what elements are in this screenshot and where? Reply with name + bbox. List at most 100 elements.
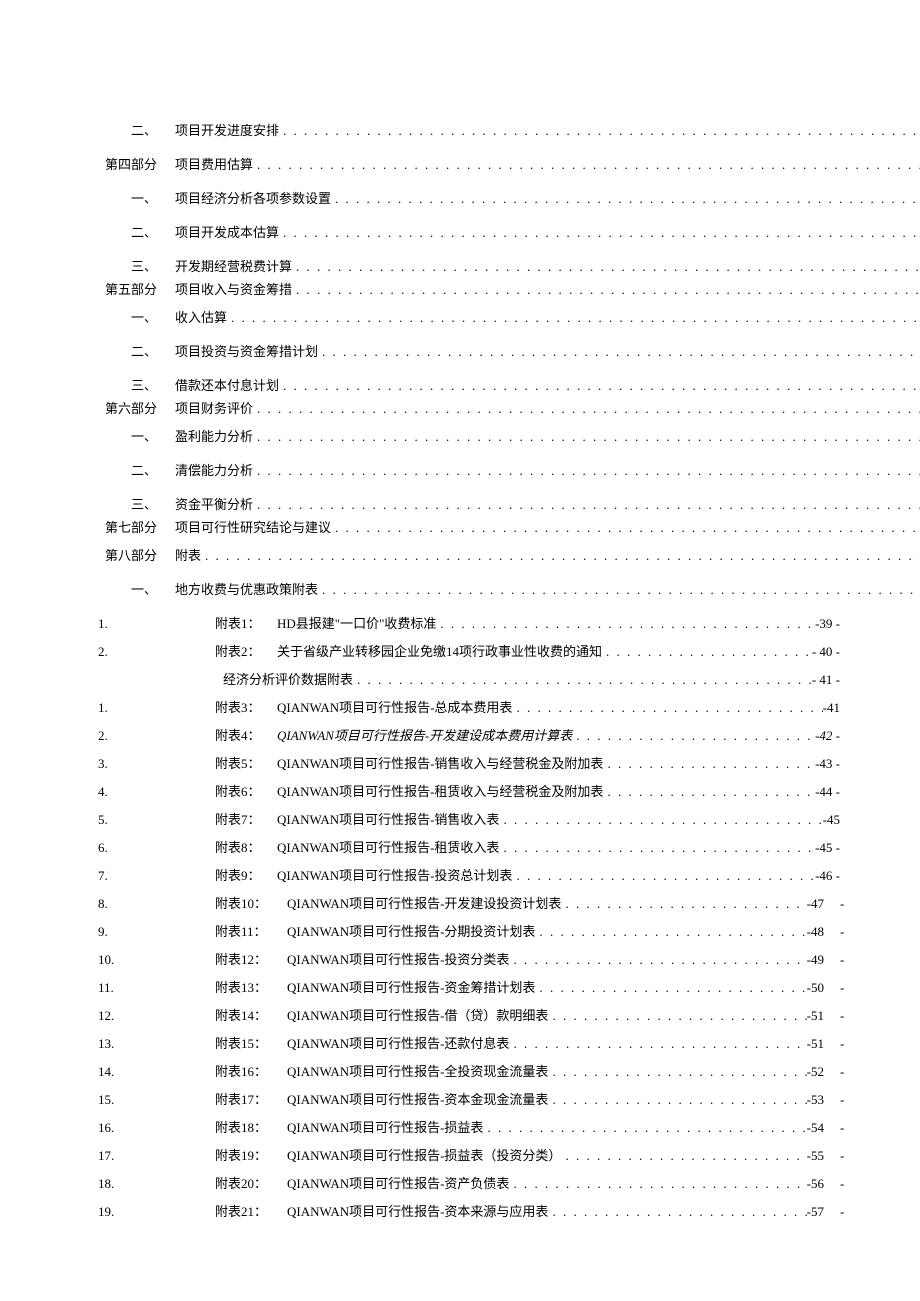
toc-appendix-num: 11. bbox=[80, 980, 215, 996]
toc-title: QIANWAN项目可行性报告-销售收入与经营税金及附加表 bbox=[277, 753, 603, 772]
toc-title: QIANWAN项目可行性报告-还款付息表 bbox=[287, 1033, 509, 1052]
toc-page: -51 bbox=[807, 1036, 824, 1052]
toc-page-dash: - bbox=[824, 1092, 840, 1108]
toc-appendix-row: 3.附表5：QIANWAN项目可行性报告-销售收入与经营税金及附加表. . . … bbox=[80, 753, 840, 772]
toc-title: QIANWAN项目可行性报告-资产负债表 bbox=[287, 1173, 509, 1192]
toc-appendix-row: 14.附表16：QIANWAN项目可行性报告-全投资现金流量表. . . . .… bbox=[80, 1061, 840, 1080]
toc-page-dash: - bbox=[824, 1036, 840, 1052]
toc-leader-dots: . . . . . . . . . . . . . . . . . . . . … bbox=[548, 1092, 806, 1108]
toc-leader-dots: . . . . . . . . . . . . . . . . . . . . … bbox=[548, 1008, 806, 1024]
toc-title: QIANWAN项目可行性报告-损益表（投资分类） bbox=[287, 1145, 561, 1164]
toc-label: 第八部分 bbox=[80, 545, 175, 564]
toc-appendix-prefix: 附表19： bbox=[215, 1145, 287, 1164]
toc-page: -57 bbox=[807, 1204, 824, 1220]
toc-title: QIANWAN项目可行性报告-投资总计划表 bbox=[277, 865, 512, 884]
toc-title: 项目可行性研究结论与建议 bbox=[175, 517, 331, 536]
toc-content-col: 项目投资与资金筹措计划. . . . . . . . . . . . . . .… bbox=[175, 341, 920, 360]
toc-appendix-num: 12. bbox=[80, 1008, 215, 1024]
toc-title: 项目财务评价 bbox=[175, 398, 253, 417]
toc-section-row: 二、项目开发成本估算. . . . . . . . . . . . . . . … bbox=[80, 222, 840, 241]
toc-section-row: 一、收入估算. . . . . . . . . . . . . . . . . … bbox=[80, 307, 840, 326]
toc-section-row: 三、第六部分借款还本付息计划. . . . . . . . . . . . . … bbox=[80, 375, 840, 417]
toc-page: -48 bbox=[807, 924, 824, 940]
toc-section-row: 三、第七部分资金平衡分析. . . . . . . . . . . . . . … bbox=[80, 494, 840, 536]
toc-title: QIANWAN项目可行性报告-租赁收入表 bbox=[277, 837, 499, 856]
toc-section-row: 三、第五部分开发期经营税费计算. . . . . . . . . . . . .… bbox=[80, 256, 840, 298]
toc-leader-dots: . . . . . . . . . . . . . . . . . . . . … bbox=[602, 644, 812, 660]
toc-title: QIANWAN项目可行性报告-资本金现金流量表 bbox=[287, 1089, 548, 1108]
toc-title: 借款还本付息计划 bbox=[175, 375, 279, 394]
toc-appendix-row: 2.附表4：QIANWAN项目可行性报告-开发建设成本费用计算表. . . . … bbox=[80, 725, 840, 744]
toc-appendix-prefix: 附表17： bbox=[215, 1089, 287, 1108]
toc-page-dash: - bbox=[824, 952, 840, 968]
toc-appendix-num: 7. bbox=[80, 868, 215, 884]
toc-title: QIANWAN项目可行性报告-借（贷）款明细表 bbox=[287, 1005, 548, 1024]
toc-page: -46 - bbox=[815, 868, 840, 884]
toc-appendix-prefix: 附表5： bbox=[215, 753, 277, 772]
toc-title: QIANWAN项目可行性报告-全投资现金流量表 bbox=[287, 1061, 548, 1080]
toc-leader-dots: . . . . . . . . . . . . . . . . . . . . … bbox=[201, 548, 920, 564]
toc-title: 附表 bbox=[175, 545, 201, 564]
toc-label: 二、 bbox=[80, 460, 175, 479]
toc-title: 清偿能力分析 bbox=[175, 460, 253, 479]
toc-page-dash: - bbox=[824, 896, 840, 912]
toc-title: HD县报建"一口价"收费标准 bbox=[277, 613, 436, 632]
toc-leader-dots: . . . . . . . . . . . . . . . . . . . . … bbox=[603, 756, 815, 772]
toc-leader-dots: . . . . . . . . . . . . . . . . . . . . … bbox=[318, 582, 920, 598]
toc-appendix-row: 6.附表8：QIANWAN项目可行性报告-租赁收入表. . . . . . . … bbox=[80, 837, 840, 856]
toc-content-col: 开发期经营税费计算. . . . . . . . . . . . . . . .… bbox=[175, 256, 920, 298]
toc-page: -54 bbox=[807, 1120, 824, 1136]
toc-content-col: 项目开发成本估算. . . . . . . . . . . . . . . . … bbox=[175, 222, 920, 241]
toc-appendix-row: 4.附表6：QIANWAN项目可行性报告-租赁收入与经营税金及附加表. . . … bbox=[80, 781, 840, 800]
toc-leader-dots: . . . . . . . . . . . . . . . . . . . . … bbox=[499, 812, 822, 828]
toc-section-row: 二、清偿能力分析. . . . . . . . . . . . . . . . … bbox=[80, 460, 840, 479]
toc-appendix-row: 15.附表17：QIANWAN项目可行性报告-资本金现金流量表. . . . .… bbox=[80, 1089, 840, 1108]
toc-appendix-row: 7.附表9：QIANWAN项目可行性报告-投资总计划表. . . . . . .… bbox=[80, 865, 840, 884]
toc-label: 二、 bbox=[80, 341, 175, 360]
toc-leader-dots: . . . . . . . . . . . . . . . . . . . . … bbox=[535, 980, 806, 996]
toc-content-col: 地方收费与优惠政策附表. . . . . . . . . . . . . . .… bbox=[175, 579, 920, 598]
toc-page: -44 - bbox=[815, 784, 840, 800]
toc-leader-dots: . . . . . . . . . . . . . . . . . . . . … bbox=[292, 259, 920, 275]
toc-page-dash: - bbox=[824, 1148, 840, 1164]
toc-page: -39 - bbox=[815, 616, 840, 632]
toc-appendix-row: 1.附表3：QIANWAN项目可行性报告-总成本费用表. . . . . . .… bbox=[80, 697, 840, 716]
toc-appendix-prefix: 附表21： bbox=[215, 1201, 287, 1220]
toc-label: 一、 bbox=[80, 579, 175, 598]
toc-appendix-num: 9. bbox=[80, 924, 215, 940]
toc-leader-dots: . . . . . . . . . . . . . . . . . . . . … bbox=[548, 1064, 806, 1080]
toc-title: 经济分析评价数据附表 bbox=[223, 669, 353, 688]
toc-title: QIANWAN项目可行性报告-销售收入表 bbox=[277, 809, 499, 828]
toc-section-row: 一、盈利能力分析. . . . . . . . . . . . . . . . … bbox=[80, 426, 840, 445]
toc-leader-dots: . . . . . . . . . . . . . . . . . . . . … bbox=[318, 344, 920, 360]
toc-page: - 40 - bbox=[812, 644, 840, 660]
toc-title: 资金平衡分析 bbox=[175, 494, 253, 513]
toc-label: 一、 bbox=[80, 426, 175, 445]
toc-page: -50 bbox=[807, 980, 824, 996]
toc-leader-dots: . . . . . . . . . . . . . . . . . . . . … bbox=[253, 497, 920, 513]
toc-leader-dots: . . . . . . . . . . . . . . . . . . . . … bbox=[292, 282, 920, 298]
toc-appendix-num: 14. bbox=[80, 1064, 215, 1080]
toc-content-col: 清偿能力分析. . . . . . . . . . . . . . . . . … bbox=[175, 460, 920, 479]
toc-leader-dots: . . . . . . . . . . . . . . . . . . . . … bbox=[253, 429, 920, 445]
toc-appendix-row: 13.附表15：QIANWAN项目可行性报告-还款付息表. . . . . . … bbox=[80, 1033, 840, 1052]
toc-title: QIANWAN项目可行性报告-资金筹措计划表 bbox=[287, 977, 535, 996]
toc-title: 开发期经营税费计算 bbox=[175, 256, 292, 275]
toc-page-dash: - bbox=[824, 1120, 840, 1136]
toc-content-col: 收入估算. . . . . . . . . . . . . . . . . . … bbox=[175, 307, 920, 326]
toc-title: QIANWAN项目可行性报告-资本来源与应用表 bbox=[287, 1201, 548, 1220]
toc-title: 项目费用估算 bbox=[175, 154, 253, 173]
toc-leader-dots: . . . . . . . . . . . . . . . . . . . . … bbox=[253, 401, 920, 417]
toc-content-col: 资金平衡分析. . . . . . . . . . . . . . . . . … bbox=[175, 494, 920, 536]
toc-title: 项目经济分析各项参数设置 bbox=[175, 188, 331, 207]
toc-leader-dots: . . . . . . . . . . . . . . . . . . . . … bbox=[603, 784, 815, 800]
toc-leader-dots: . . . . . . . . . . . . . . . . . . . . … bbox=[561, 896, 806, 912]
toc-page: -51 bbox=[807, 1008, 824, 1024]
toc-appendix-num: 1. bbox=[80, 700, 215, 716]
toc-leader-dots: . . . . . . . . . . . . . . . . . . . . … bbox=[279, 378, 920, 394]
toc-content-col: 项目开发进度安排. . . . . . . . . . . . . . . . … bbox=[175, 120, 920, 139]
toc-appendix-num: 10. bbox=[80, 952, 215, 968]
toc-appendix-num: 18. bbox=[80, 1176, 215, 1192]
toc-leader-dots: . . . . . . . . . . . . . . . . . . . . … bbox=[331, 520, 920, 536]
toc-appendix-prefix: 附表9： bbox=[215, 865, 277, 884]
